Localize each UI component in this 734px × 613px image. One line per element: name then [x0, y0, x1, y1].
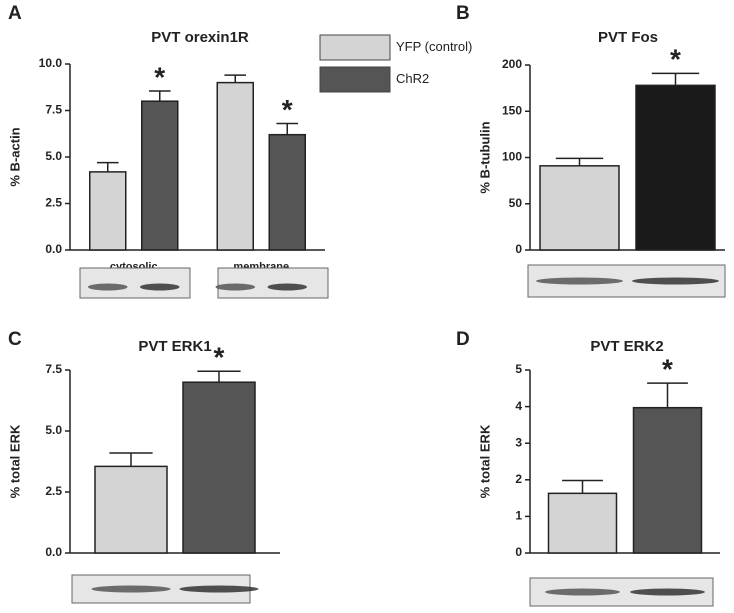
y-axis-label: % total ERK	[477, 424, 492, 498]
legend-swatch	[319, 34, 391, 61]
bar	[547, 492, 618, 554]
blot-band	[179, 585, 259, 593]
y-tick-label: 50	[509, 196, 523, 210]
chart-title: PVT ERK2	[590, 338, 663, 355]
chart-title: PVT ERK1	[138, 338, 211, 355]
y-tick-label: 100	[502, 150, 522, 164]
bar	[539, 165, 620, 251]
bar	[182, 381, 256, 554]
blot-image	[217, 267, 329, 299]
y-axis-label: % B-tubulin	[477, 121, 492, 193]
y-tick-label: 4	[515, 399, 522, 413]
y-tick-label: 150	[502, 103, 522, 117]
blot-band	[267, 283, 308, 291]
significance-marker: *	[670, 44, 681, 75]
y-tick-label: 0	[515, 242, 522, 256]
y-tick-label: 2	[515, 472, 522, 486]
blot-band	[545, 588, 620, 596]
y-tick-label: 2.5	[45, 484, 62, 498]
y-tick-label: 7.5	[45, 103, 62, 117]
y-tick-label: 5.0	[45, 149, 62, 163]
significance-marker: *	[662, 354, 673, 385]
blot-band	[215, 283, 256, 291]
significance-marker: *	[214, 342, 225, 373]
blot-band	[139, 283, 180, 291]
y-axis-label: % B-actin	[7, 127, 22, 186]
y-tick-label: 5.0	[45, 423, 62, 437]
blot-band	[630, 588, 705, 596]
y-tick-label: 0.0	[45, 545, 62, 559]
y-tick-label: 3	[515, 435, 522, 449]
y-tick-label: 2.5	[45, 196, 62, 210]
legend-label: YFP (control)	[396, 39, 472, 54]
chart-title: PVT Fos	[598, 29, 658, 46]
bar	[89, 171, 127, 251]
significance-marker: *	[154, 61, 165, 92]
y-tick-label: 10.0	[39, 56, 63, 70]
y-tick-label: 1	[515, 509, 522, 523]
legend-swatch	[319, 66, 391, 93]
bar	[141, 100, 179, 251]
bar	[94, 465, 168, 554]
y-tick-label: 5	[515, 362, 522, 376]
bar	[268, 133, 306, 251]
bar	[632, 406, 703, 554]
panel-letter: C	[8, 329, 22, 350]
blot-band	[91, 585, 171, 593]
blot-band	[632, 277, 719, 285]
blot-band	[87, 283, 128, 291]
blot-image	[79, 267, 191, 299]
y-tick-label: 0	[515, 545, 522, 559]
panel-letter: D	[456, 329, 470, 350]
y-tick-label: 200	[502, 57, 522, 71]
panel-letter: A	[8, 3, 22, 24]
blot-band	[536, 277, 623, 285]
legend-label: ChR2	[396, 71, 429, 86]
significance-marker: *	[282, 94, 293, 125]
bar	[635, 84, 716, 251]
bar	[216, 81, 254, 251]
y-tick-label: 7.5	[45, 362, 62, 376]
y-tick-label: 0.0	[45, 242, 62, 256]
y-axis-label: % total ERK	[7, 424, 22, 498]
panel-letter: B	[456, 3, 470, 24]
chart-title: PVT orexin1R	[151, 29, 249, 46]
